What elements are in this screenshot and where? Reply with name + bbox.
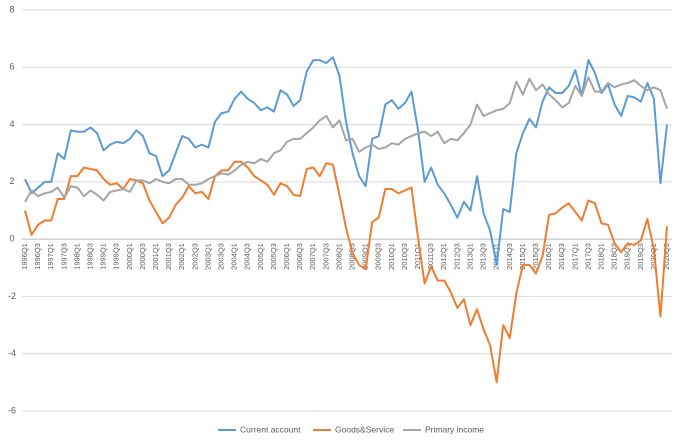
- x-tick-label: 2011Q3: [426, 243, 435, 269]
- x-tick-label: 1997Q3: [59, 243, 68, 270]
- x-tick-label: 2020Q3: [662, 243, 671, 270]
- x-tick-label: 2004Q1: [230, 243, 239, 270]
- x-tick-label: 1998Q3: [85, 243, 94, 270]
- x-tick-label: 2016Q1: [544, 243, 553, 270]
- x-tick-label: 2012Q1: [439, 243, 448, 270]
- x-tick-label: 2010Q3: [400, 243, 409, 270]
- y-tick-label: 4: [9, 119, 14, 129]
- y-tick-label: 2: [9, 176, 14, 186]
- y-tick-label: 8: [9, 4, 14, 14]
- legend-label: Primary income: [425, 424, 484, 434]
- x-tick-label: 2000Q3: [138, 243, 147, 270]
- y-tick-label: 6: [9, 62, 14, 72]
- x-tick-label: 2019Q1: [623, 243, 632, 270]
- x-tick-label: 2011Q1: [413, 243, 422, 269]
- x-tick-label: 2002Q1: [177, 243, 186, 270]
- x-tick-label: 2015Q1: [518, 243, 527, 270]
- x-tick-label: 2001Q1: [151, 243, 160, 270]
- y-tick-label: -6: [8, 405, 16, 415]
- x-tick-label: 2015Q3: [531, 243, 540, 270]
- x-tick-label: 2007Q1: [308, 243, 317, 270]
- x-tick-label: 2009Q1: [361, 243, 370, 270]
- x-tick-label: 2018Q3: [610, 243, 619, 270]
- x-tick-label: 2008Q1: [334, 243, 343, 270]
- y-tick-label: -4: [8, 348, 16, 358]
- x-tick-label: 1996Q1: [20, 243, 29, 270]
- x-tick-label: 2003Q3: [217, 243, 226, 270]
- x-tick-label: 2001Q3: [164, 243, 173, 270]
- x-tick-label: 2017Q1: [570, 243, 579, 270]
- x-tick-label: 2003Q1: [203, 243, 212, 270]
- series-line: [24, 56, 668, 266]
- x-tick-label: 2012Q3: [452, 243, 461, 270]
- x-tick-label: 2014Q1: [492, 243, 501, 270]
- x-tick-label: 1999Q3: [112, 243, 121, 270]
- x-tick-label: 2006Q1: [282, 243, 291, 270]
- x-tick-label: 1997Q1: [46, 243, 55, 270]
- x-tick-label: 2009Q3: [374, 243, 383, 270]
- x-tick-label: 2013Q3: [479, 243, 488, 270]
- x-tick-label: 2019Q3: [636, 243, 645, 270]
- x-tick-label: 2014Q3: [505, 243, 514, 270]
- x-tick-label: 2013Q1: [465, 243, 474, 270]
- legend-label: Current account: [240, 424, 301, 434]
- x-tick-label: 2000Q1: [125, 243, 134, 270]
- x-tick-label: 2008Q3: [348, 243, 357, 270]
- x-tick-label: 2006Q3: [295, 243, 304, 270]
- x-tick-label: 1998Q1: [72, 243, 81, 270]
- y-tick-label: -2: [8, 291, 16, 301]
- x-tick-label: 2007Q3: [321, 243, 330, 270]
- legend-label: Goods&Service: [335, 424, 394, 434]
- x-tick-label: 1996Q3: [33, 243, 42, 270]
- x-tick-label: 2010Q1: [387, 243, 396, 270]
- series-line: [24, 76, 668, 203]
- series-line: [24, 160, 668, 384]
- x-tick-label: 2002Q3: [190, 243, 199, 270]
- y-tick-label: 0: [9, 234, 14, 244]
- x-tick-label: 2016Q3: [557, 243, 566, 270]
- x-tick-label: 2017Q3: [583, 243, 592, 270]
- x-tick-label: 2018Q1: [596, 243, 605, 270]
- x-tick-label: 2005Q3: [269, 243, 278, 270]
- x-tick-label: 2004Q3: [243, 243, 252, 270]
- x-tick-label: 2005Q1: [256, 243, 265, 270]
- x-tick-label: 2020Q1: [649, 243, 658, 270]
- x-tick-label: 1999Q1: [99, 243, 108, 270]
